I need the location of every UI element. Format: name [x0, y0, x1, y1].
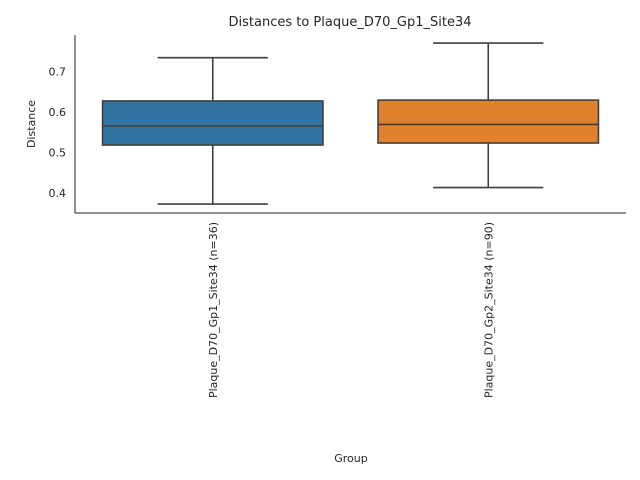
chart-title: Distances to Plaque_D70_Gp1_Site34 — [229, 15, 472, 30]
y-tick-label: 0.4 — [49, 187, 67, 200]
box-iqr — [101, 100, 324, 146]
y-tick-label: 0.6 — [49, 106, 67, 119]
x-tick-label: Plaque_D70_Gp1_Site34 (n=36) — [207, 222, 220, 398]
x-tick-label: Plaque_D70_Gp2_Site34 (n=90) — [482, 222, 495, 398]
x-ticks: Plaque_D70_Gp1_Site34 (n=36) Plaque_D70_G… — [207, 222, 496, 398]
plot-area — [101, 42, 600, 205]
box-group — [377, 42, 600, 189]
y-tick-label: 0.7 — [49, 65, 67, 78]
y-axis-label: Distance — [25, 100, 38, 148]
y-ticks: 0.4 0.5 0.6 0.7 — [49, 65, 67, 199]
y-tick-label: 0.5 — [49, 146, 67, 159]
x-axis-label: Group — [334, 452, 368, 465]
box-iqr — [377, 99, 600, 144]
box-group — [101, 56, 324, 205]
